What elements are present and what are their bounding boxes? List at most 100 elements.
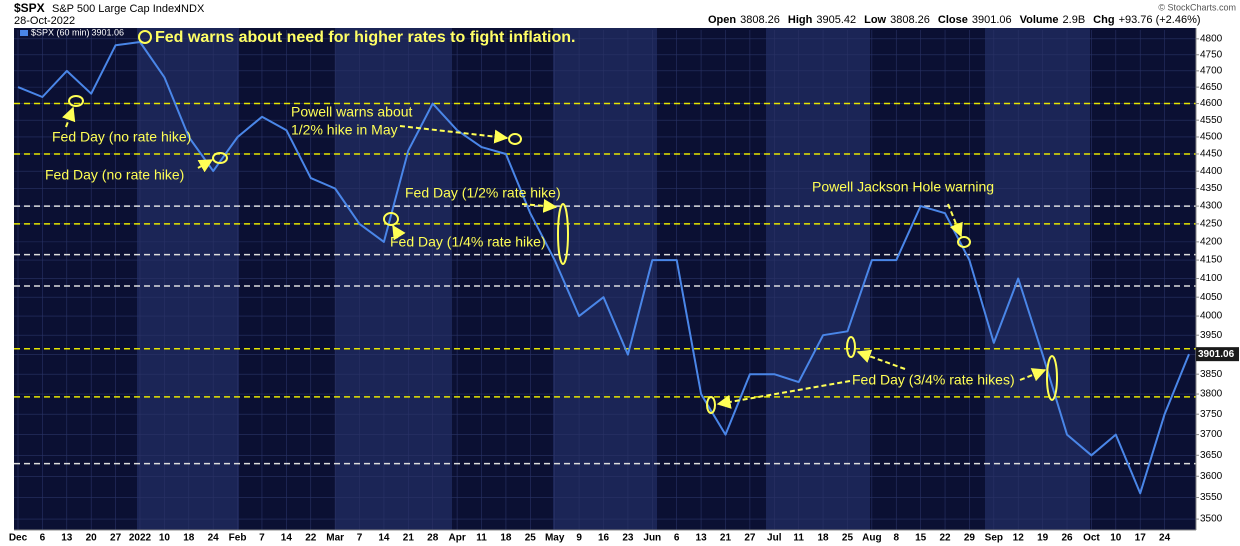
quote-label: Low: [864, 14, 886, 26]
y-tick-label: 4500: [1200, 132, 1223, 143]
x-tick-label: 23: [622, 533, 634, 544]
quote-label: Chg: [1093, 14, 1114, 26]
annotation: Fed Day (no rate hike): [45, 167, 184, 183]
x-tick-label: 13: [696, 533, 708, 544]
x-tick-label: 17: [1135, 533, 1147, 544]
y-tick-label: 4800: [1200, 33, 1223, 44]
y-tick-label: 4650: [1200, 82, 1223, 93]
x-tick-label: 14: [281, 533, 293, 544]
quote-label: High: [788, 14, 813, 26]
x-tick-label: 18: [818, 533, 830, 544]
y-tick-label: 4400: [1200, 166, 1223, 177]
marker: [383, 212, 399, 226]
marker: [138, 30, 152, 44]
x-tick-label: 20: [86, 533, 98, 544]
y-tick-label: 4250: [1200, 219, 1223, 230]
legend-swatch: [20, 30, 28, 36]
levels: [14, 102, 1196, 465]
x-tick-label: 7: [259, 533, 265, 544]
arrow: [947, 203, 963, 238]
x-tick-label: Apr: [449, 533, 466, 544]
x-tick-label: 27: [744, 533, 756, 544]
x-tick-label: 8: [893, 533, 899, 544]
annotation: Fed Day (1/2% rate hike): [405, 185, 561, 201]
month-band: [985, 28, 1090, 530]
arrow: [392, 224, 406, 241]
title: S&P 500 Large Cap Index: [52, 3, 180, 15]
quote-value: 3905.42: [816, 14, 856, 26]
annotation: Fed Day (no rate hike): [52, 129, 191, 145]
y-tick-label: 3700: [1200, 429, 1223, 440]
x-tick-label: Jul: [767, 533, 782, 544]
marker: [212, 152, 228, 164]
arrow: [521, 198, 558, 213]
marker: [1046, 355, 1058, 401]
arrow: [1019, 368, 1047, 382]
y-tick-label: 4600: [1200, 98, 1223, 109]
marker: [508, 133, 522, 145]
x-tick-label: 6: [674, 533, 680, 544]
y-tick-label: 3850: [1200, 369, 1223, 380]
x-tick-label: 12: [1013, 533, 1025, 544]
x-tick-label: 7: [357, 533, 363, 544]
quote-value: 3808.26: [740, 14, 780, 26]
arrow: [197, 159, 214, 173]
y-tick-label: 4100: [1200, 273, 1223, 284]
y-tick-label: 3950: [1200, 330, 1223, 341]
x-tick-label: 18: [500, 533, 512, 544]
header: $SPX S&P 500 Large Cap Index INDX 28-Oct…: [14, 1, 1236, 27]
legend-label: $SPX (60 min): [31, 27, 90, 37]
x-tick-label: 16: [598, 533, 610, 544]
x-tick-label: 25: [525, 533, 537, 544]
symbol: $SPX: [14, 1, 45, 15]
month-band: [553, 28, 657, 530]
x-tick-label: 29: [964, 533, 976, 544]
x-tick-label: 26: [1061, 533, 1073, 544]
x-tick-label: 24: [1159, 533, 1171, 544]
annotation: Fed Day (1/4% rate hike): [390, 234, 546, 250]
x-tick-label: 11: [476, 533, 487, 544]
x-tick-label: 27: [110, 533, 122, 544]
y-tick-label: 4200: [1200, 237, 1223, 248]
x-tick-label: 10: [159, 533, 171, 544]
x-tick-label: 14: [378, 533, 390, 544]
x-tick-label: Sep: [985, 533, 1003, 544]
arrow: [856, 349, 906, 370]
x-tick-label: 2022: [129, 533, 152, 544]
annotation: 1/2% hike in May: [291, 122, 398, 138]
legend-value: 3901.06: [92, 27, 125, 37]
arrow: [399, 125, 509, 144]
annotations: Fed warns about need for higher rates to…: [45, 29, 1058, 414]
x-tick-label: 10: [1110, 533, 1122, 544]
x-tick-label: 28: [427, 533, 439, 544]
y-tick-label: 3550: [1200, 492, 1223, 503]
annotation: Powell warns about: [291, 104, 413, 120]
quote-label: Volume: [1020, 14, 1059, 26]
annotation: Powell Jackson Hole warning: [812, 179, 994, 195]
y-tick-label: 4000: [1200, 311, 1223, 322]
x-tick-label: 11: [793, 533, 804, 544]
x-tick-label: 15: [915, 533, 927, 544]
date: 28-Oct-2022: [14, 15, 75, 27]
month-band: [766, 28, 870, 530]
x-tick-label: 24: [208, 533, 220, 544]
x-tick-label: 9: [576, 533, 582, 544]
x-tick-label: Aug: [862, 533, 881, 544]
marker: [557, 203, 569, 265]
x-tick-label: Oct: [1083, 533, 1100, 544]
y-tick-label: 3800: [1200, 389, 1223, 400]
y-tick-label: 4050: [1200, 292, 1223, 303]
x-tick-label: 25: [842, 533, 854, 544]
month-band: [137, 28, 239, 530]
x-tick-label: Feb: [229, 533, 247, 544]
axes: 3500355036003650370037503800385039003950…: [9, 28, 1223, 544]
x-tick-label: 22: [939, 533, 951, 544]
x-tick-label: 18: [183, 533, 195, 544]
quote-label: Close: [938, 14, 968, 26]
y-tick-label: 3600: [1200, 471, 1223, 482]
y-tick-label: 4700: [1200, 65, 1223, 76]
arrow: [716, 380, 851, 409]
y-tick-label: 4450: [1200, 149, 1223, 160]
